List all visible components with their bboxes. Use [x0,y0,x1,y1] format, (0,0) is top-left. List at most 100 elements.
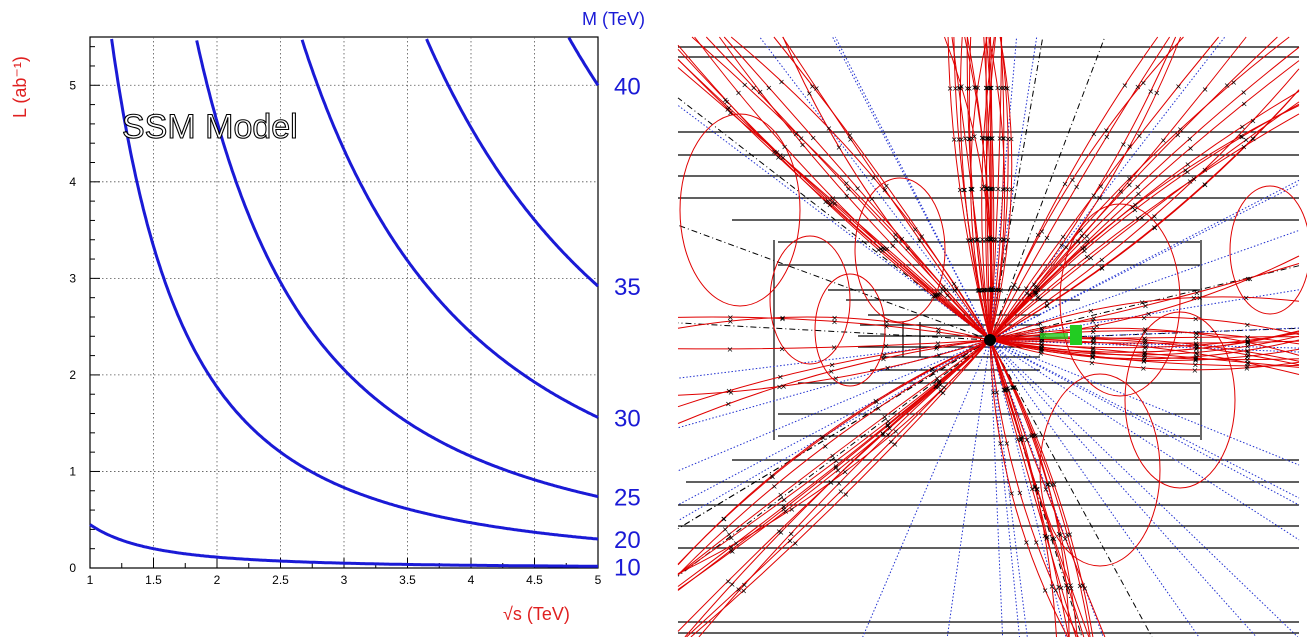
hit: × [892,440,899,449]
hit: × [870,174,877,183]
track [677,59,991,341]
hit: × [1001,235,1008,244]
hit: × [998,84,1005,93]
hit: × [1038,344,1045,353]
hit: × [1142,348,1149,357]
hit: × [1044,297,1051,306]
hit: × [828,478,835,487]
hit: × [1141,351,1148,360]
dotted-track [677,339,991,506]
dotted-track [989,36,1044,341]
dotted-track [832,36,991,341]
hit: × [988,83,995,92]
hit: × [989,286,996,295]
hit: × [1193,333,1200,342]
hit: × [1244,356,1251,365]
hit: × [935,339,942,348]
hit: × [888,437,895,446]
hit: × [1139,214,1146,223]
hit: × [1032,288,1039,297]
hit: × [884,420,891,429]
hit: × [881,245,888,254]
y-tick-label: 3 [69,271,76,285]
hit: × [1174,130,1181,139]
hit: × [735,89,742,98]
hit: × [988,84,995,93]
hit: × [1044,480,1051,489]
hit: × [944,291,951,300]
x-axis-label: √s (TeV) [503,604,570,624]
hit: × [993,388,1000,397]
track [677,339,991,350]
hit: × [934,342,941,351]
dotted-track [862,339,991,637]
hit: × [1090,345,1097,354]
hit: × [798,134,805,143]
hit: × [1093,322,1100,331]
dotted-track [989,183,1300,341]
hit: × [990,286,997,295]
hit: × [975,286,982,295]
track [989,339,1070,637]
hit: × [973,235,980,244]
hit: × [842,468,849,477]
hit: × [1063,581,1070,590]
hit: × [1132,200,1139,209]
hit: × [987,286,994,295]
hit: × [832,374,839,383]
track [677,339,991,590]
track [989,339,1300,344]
hit: × [976,286,983,295]
hit: × [1032,431,1039,440]
hit: × [1090,327,1097,336]
hit: × [1089,349,1096,358]
hit: × [997,439,1004,448]
hit: × [1142,336,1149,345]
hit: × [1245,351,1252,360]
hit: × [877,245,884,254]
hit: × [1031,287,1038,296]
hit: × [979,286,986,295]
track [989,36,1182,341]
hit: × [1192,356,1199,365]
hit: × [1187,177,1194,186]
y-axis-label: L (ab⁻¹) [10,56,30,118]
hit: × [886,424,893,433]
hit: × [728,543,735,552]
hit: × [735,585,742,594]
hit: × [1038,344,1045,353]
hit: × [822,442,829,451]
hit: × [993,235,1000,244]
hit: × [1089,358,1096,367]
track [989,339,1070,637]
hit: × [1141,355,1148,364]
hit: × [1238,132,1245,141]
dotted-track [677,339,991,530]
hit: × [1139,298,1146,307]
hit: × [880,430,887,439]
hit: × [978,184,985,193]
hit: × [838,487,845,496]
hit: × [728,534,735,543]
hit: × [1039,325,1046,334]
hit: × [813,84,820,93]
hit: × [971,83,978,92]
y-tick-label: 0 [69,561,76,575]
hit: × [779,315,786,324]
hit: × [951,286,958,295]
hit: × [1063,243,1070,252]
hit: × [1089,352,1096,361]
dotted-track [677,339,991,429]
mass-label-10: 10 [614,554,641,581]
hit: × [905,244,912,253]
hit: × [994,84,1001,93]
hit: × [935,290,942,299]
hit: × [1193,354,1200,363]
hit: × [1089,353,1096,362]
hit: × [1250,116,1257,125]
hit: × [1097,182,1104,191]
track [677,339,991,408]
hit: × [1245,274,1252,283]
track [988,36,1006,341]
hit: × [788,529,795,538]
